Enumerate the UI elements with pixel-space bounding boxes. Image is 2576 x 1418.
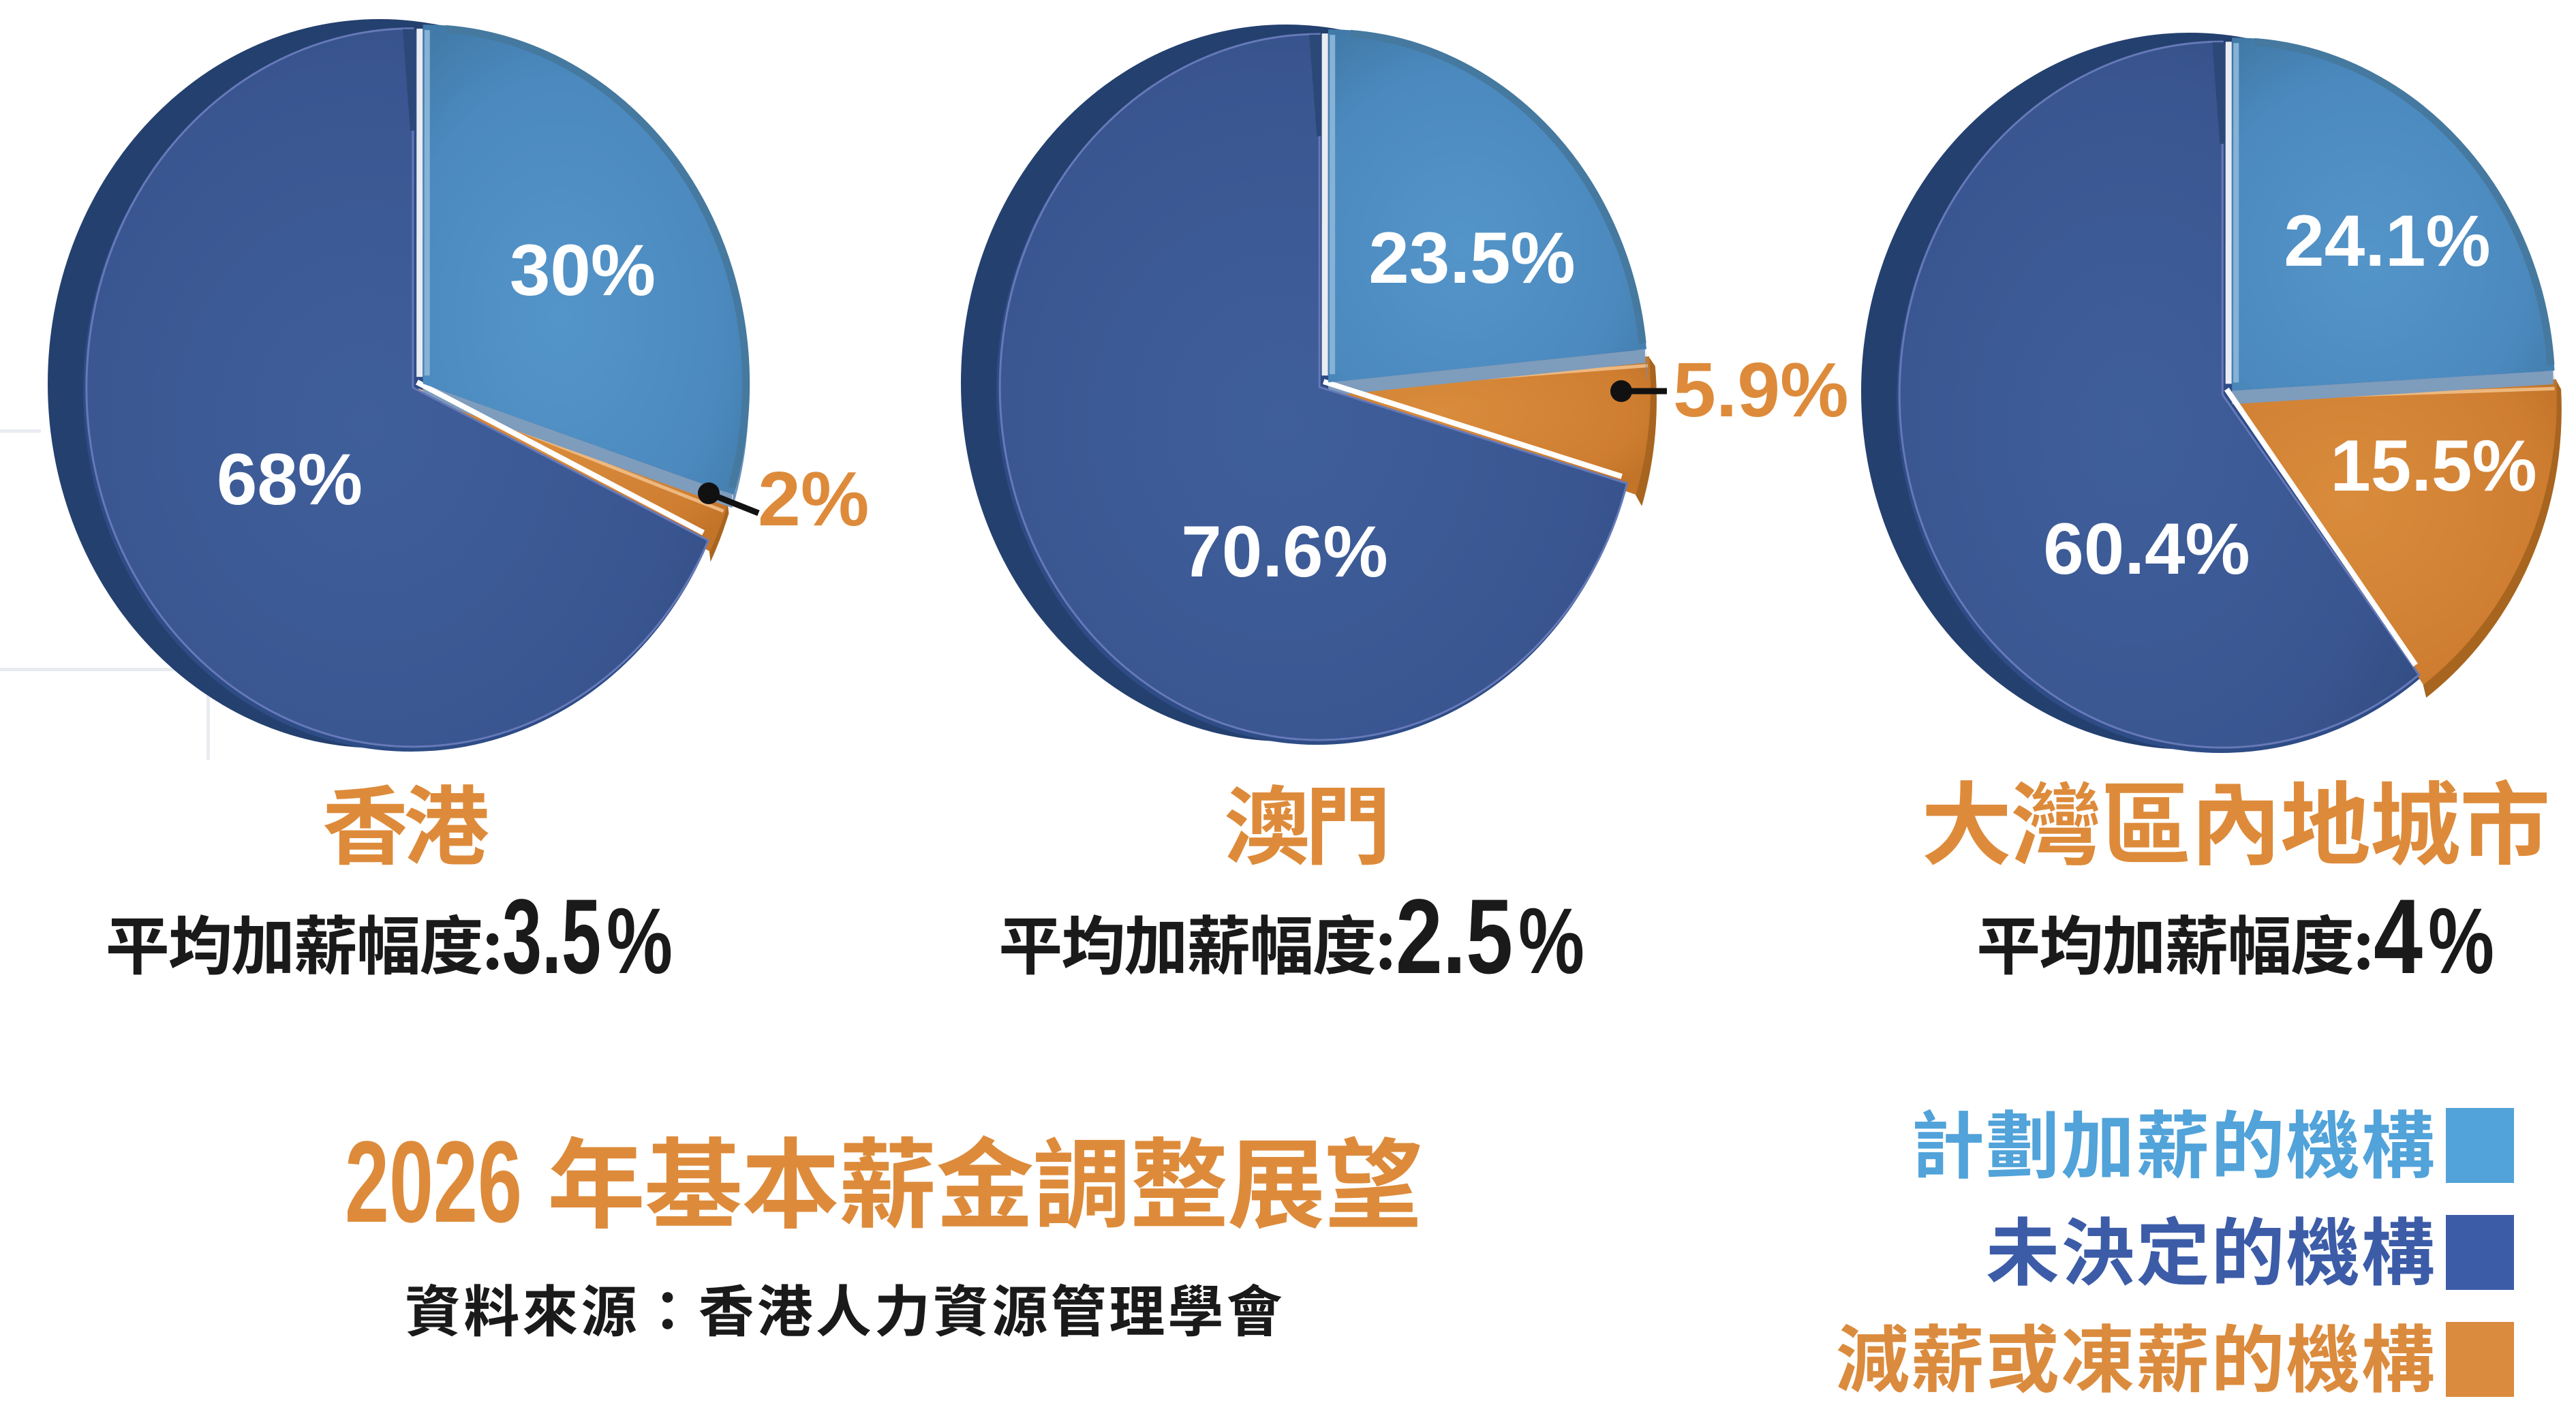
svg-text:60.4%: 60.4% (2043, 508, 2250, 589)
svg-text:%: % (1518, 889, 1584, 993)
svg-text:3.5: 3.5 (502, 878, 601, 996)
svg-text:4: 4 (2374, 878, 2423, 996)
svg-text:2.5: 2.5 (1396, 878, 1513, 996)
svg-text:24.1%: 24.1% (2284, 200, 2490, 281)
svg-text:2%: 2% (758, 456, 869, 542)
svg-text:%: % (607, 889, 673, 993)
svg-text:23.5%: 23.5% (1368, 217, 1575, 298)
svg-text:68%: 68% (217, 438, 363, 520)
svg-text:70.6%: 70.6% (1181, 510, 1387, 592)
svg-text:2026: 2026 (345, 1118, 522, 1247)
svg-text:15.5%: 15.5% (2330, 425, 2536, 506)
svg-text:30%: 30% (510, 229, 656, 311)
svg-text:%: % (2428, 889, 2494, 993)
svg-text:5.9%: 5.9% (1673, 347, 1849, 433)
